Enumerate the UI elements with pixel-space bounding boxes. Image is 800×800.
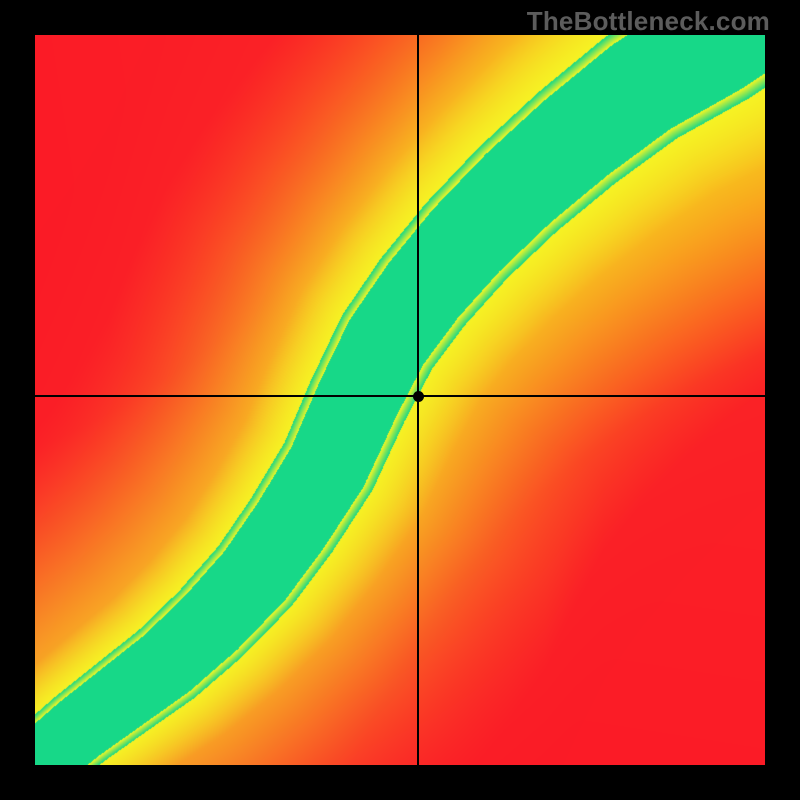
crosshair-marker: [413, 391, 424, 402]
chart-frame: TheBottleneck.com: [0, 0, 800, 800]
plot-area: [35, 35, 765, 765]
watermark-text: TheBottleneck.com: [527, 6, 770, 37]
crosshair-horizontal: [35, 395, 765, 397]
heatmap-canvas: [35, 35, 765, 765]
